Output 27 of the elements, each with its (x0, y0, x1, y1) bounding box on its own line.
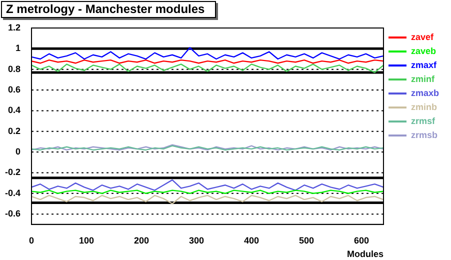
y-tick-label: 0 (15, 146, 21, 157)
legend-label: zavef (410, 32, 435, 42)
legend-label: zrmsf (410, 116, 436, 126)
legend-label: zaveb (410, 46, 437, 56)
y-tick-label: -0.4 (4, 188, 21, 198)
x-tick-label: 600 (354, 235, 370, 246)
x-tick-label: 200 (134, 235, 150, 246)
y-tick-label: 0.6 (8, 84, 21, 95)
y-tick-label: 0.4 (8, 105, 21, 116)
legend-label: zrmsb (410, 130, 438, 140)
legend-label: zmaxb (410, 88, 440, 98)
chart-title: Z metrology - Manchester modules (1, 1, 216, 18)
x-tick-label: 100 (78, 235, 94, 246)
y-tick-label: -0.2 (4, 167, 21, 178)
legend-label: zminb (410, 102, 438, 112)
x-tick-label: 400 (244, 235, 260, 246)
x-tick-label: 300 (188, 235, 204, 246)
x-tick-label: 0 (29, 235, 34, 246)
y-tick-label: 1.2 (8, 22, 21, 32)
y-tick-label: -0.6 (4, 208, 21, 219)
x-axis-title: Modules (346, 249, 384, 260)
legend-label: zminf (410, 74, 436, 84)
y-tick-label: 0.8 (8, 64, 21, 74)
y-tick-label: 0.2 (8, 126, 21, 136)
legend-label: zmaxf (410, 60, 438, 70)
y-tick-label: 1 (15, 43, 21, 54)
x-tick-label: 500 (298, 235, 314, 246)
